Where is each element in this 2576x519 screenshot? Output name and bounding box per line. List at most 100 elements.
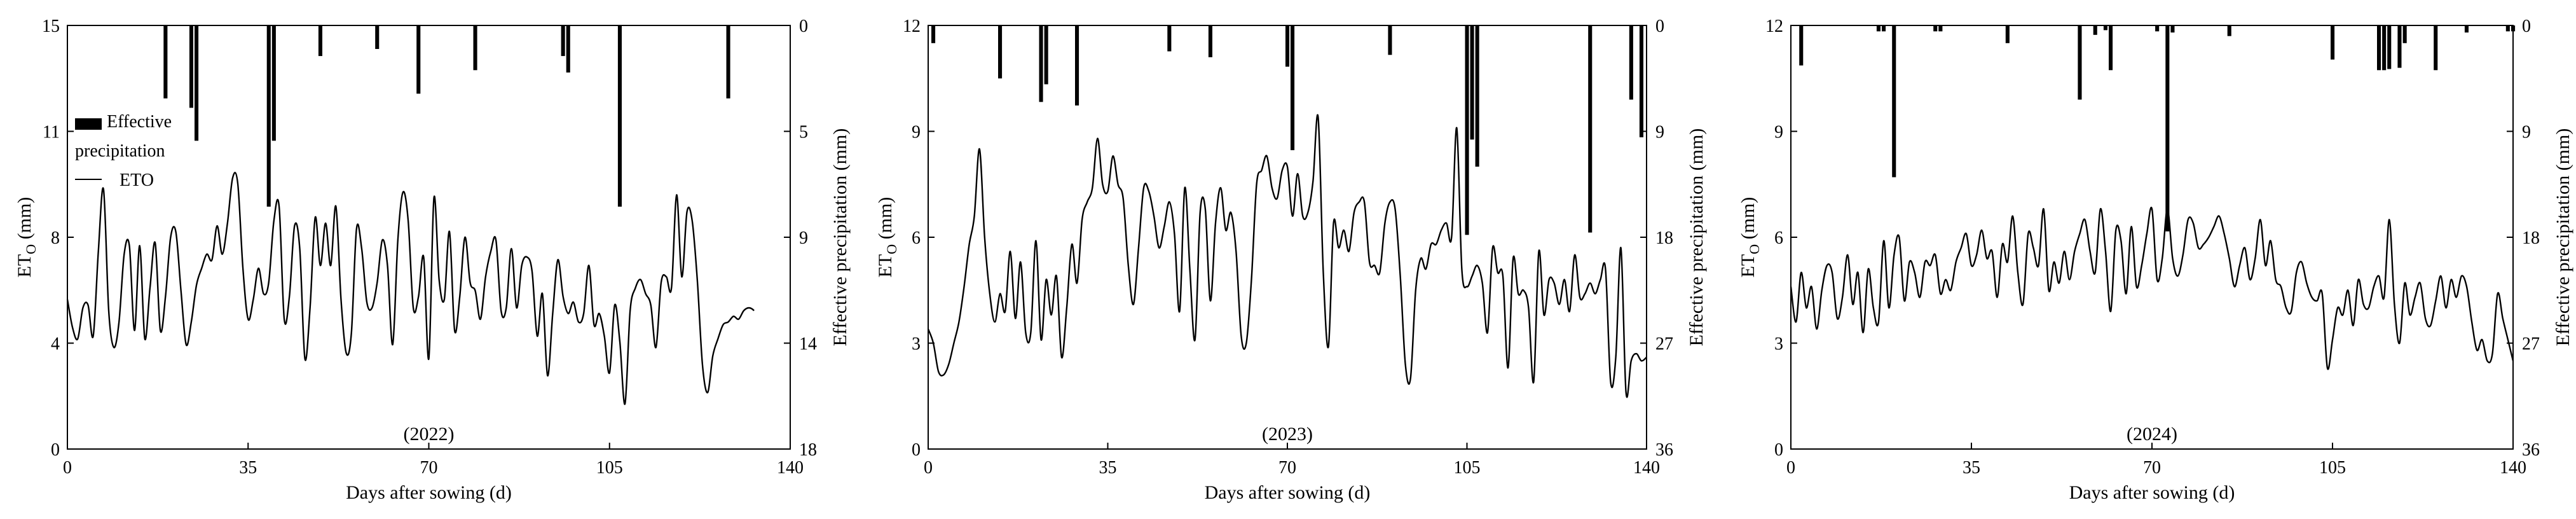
eto-line — [927, 114, 1647, 398]
y-right-tick-label: 36 — [1655, 440, 1673, 460]
y-left-tick-label: 12 — [1765, 17, 1783, 36]
precip-bar — [2505, 25, 2510, 32]
y-left-tick-label: 12 — [903, 17, 921, 36]
precip-bar — [1639, 25, 1643, 137]
precip-bar — [2382, 25, 2387, 71]
precip-bar — [416, 25, 421, 94]
y-right-tick-label: 0 — [799, 17, 808, 36]
legend-precip-line1: Effective — [107, 112, 172, 132]
x-axis-title: Days after sowing (d) — [1205, 482, 1371, 503]
precip-bar — [1465, 25, 1469, 235]
y-right-tick-label: 18 — [2522, 228, 2540, 248]
precip-bar — [1629, 25, 1633, 100]
precip-bar — [2078, 25, 2082, 100]
precip-bar — [318, 25, 322, 57]
y-left-axis-title: ETO (mm) — [1737, 197, 1762, 278]
x-tick-label: 140 — [2500, 458, 2526, 478]
precip-bar — [2103, 25, 2107, 31]
precip-bar — [1208, 25, 1212, 57]
y-left-tick-label: 6 — [912, 228, 921, 248]
precip-bar — [998, 25, 1003, 79]
x-tick-label: 35 — [1099, 458, 1117, 478]
y-right-tick-label: 0 — [2522, 17, 2531, 36]
precip-bar — [1039, 25, 1043, 102]
x-axis-title: Days after sowing (d) — [346, 482, 512, 503]
precip-bar — [1291, 25, 1295, 151]
precip-bar — [617, 25, 622, 207]
precip-bar — [375, 25, 380, 49]
y-right-axis-title: Effective precipitation (mm) — [830, 128, 851, 347]
precip-bar — [2155, 25, 2160, 32]
legend-precip-swatch — [75, 118, 102, 130]
precip-bar — [2397, 25, 2402, 68]
y-left-tick-label: 4 — [51, 335, 60, 354]
precip-bar — [2227, 25, 2231, 36]
y-right-tick-label: 9 — [799, 228, 808, 248]
precip-bar — [1588, 25, 1593, 233]
y-left-tick-label: 15 — [42, 17, 60, 36]
precip-bar — [1876, 25, 1881, 32]
y-left-tick-label: 3 — [912, 335, 921, 354]
precip-bar — [1470, 25, 1474, 140]
precip-bar — [561, 25, 565, 57]
y-left-axis-title: ETO (mm) — [14, 197, 39, 278]
y-left-tick-label: 3 — [1774, 335, 1783, 354]
precip-bar — [1388, 25, 1392, 55]
x-tick-label: 0 — [1786, 458, 1795, 478]
x-tick-label: 70 — [420, 458, 438, 478]
y-right-tick-label: 27 — [2522, 335, 2540, 354]
precip-bar — [163, 25, 168, 99]
y-right-tick-label: 5 — [799, 123, 808, 142]
precip-bar — [1075, 25, 1079, 106]
x-tick-label: 35 — [239, 458, 257, 478]
precip-bar — [1044, 25, 1048, 85]
precip-bar — [1882, 25, 1886, 32]
precip-bar — [1167, 25, 1172, 52]
x-tick-label: 0 — [924, 458, 933, 478]
precip-bar — [2109, 25, 2113, 71]
y-left-tick-label: 0 — [1774, 440, 1783, 460]
precip-bar — [2165, 25, 2170, 232]
y-left-tick-label: 6 — [1774, 228, 1783, 248]
precip-bar — [271, 25, 276, 141]
precip-bar — [266, 25, 271, 207]
precip-bar — [566, 25, 570, 73]
precip-bar — [2093, 25, 2097, 35]
chart-panel-1: 0 35 70 105 140 0 4 8 11 15 0 5 9 14 18 (2022) Days afte… — [14, 17, 851, 503]
precip-bar — [2402, 25, 2407, 43]
legend: Effective precipitation ETO — [75, 112, 172, 190]
y-right-tick-label: 9 — [2522, 123, 2531, 142]
x-tick-label: 70 — [2143, 458, 2161, 478]
panel-year-label: (2022) — [404, 424, 455, 445]
x-tick-label: 35 — [1963, 458, 1980, 478]
x-tick-label: 105 — [596, 458, 623, 478]
legend-precip-line2: precipitation — [75, 141, 165, 161]
y-right-tick-label: 14 — [799, 335, 817, 354]
precip-bar — [2170, 25, 2175, 33]
x-tick-label: 105 — [1454, 458, 1481, 478]
precip-bar — [1938, 25, 1943, 32]
y-left-tick-label: 8 — [51, 228, 60, 248]
panel-year-label: (2024) — [2127, 424, 2177, 445]
x-tick-label: 140 — [777, 458, 804, 478]
precip-bar — [1799, 25, 1804, 66]
precip-bar — [195, 25, 199, 141]
x-axis-title: Days after sowing (d) — [2069, 482, 2235, 503]
eto-line — [1790, 207, 2514, 370]
y-left-tick-label: 9 — [912, 123, 921, 142]
eto-line — [66, 172, 755, 405]
y-right-tick-label: 9 — [1655, 123, 1664, 142]
legend-eto-label: ETO — [120, 170, 154, 190]
x-tick-label: 0 — [63, 458, 72, 478]
precip-bar — [1933, 25, 1938, 32]
y-right-tick-label: 18 — [1655, 228, 1673, 248]
precip-bar — [1475, 25, 1479, 167]
y-right-axis-title: Effective precipitation (mm) — [2552, 128, 2573, 347]
precip-bar — [726, 25, 730, 99]
precip-bar — [2387, 25, 2392, 69]
precip-bar — [2434, 25, 2438, 71]
